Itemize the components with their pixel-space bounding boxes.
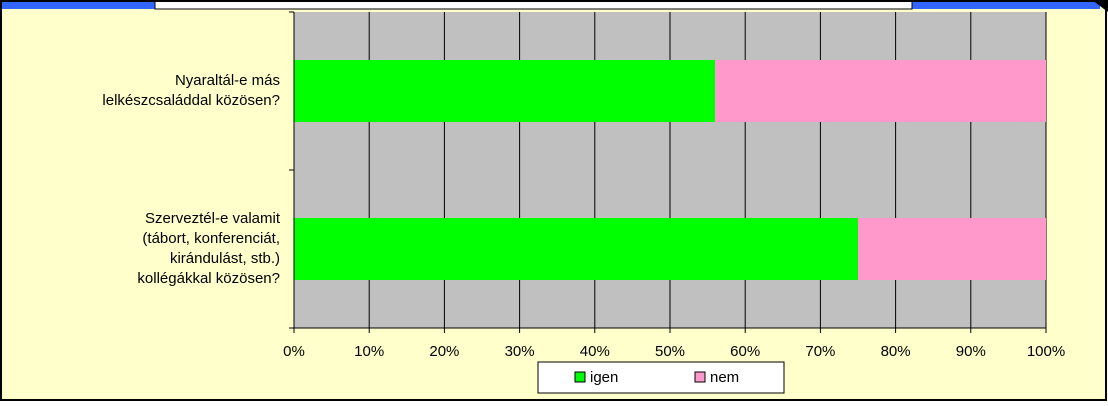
bar xyxy=(294,218,858,280)
x-tick-label: 30% xyxy=(505,343,535,360)
bar xyxy=(715,60,1046,122)
x-tick-label: 50% xyxy=(655,343,685,360)
corner xyxy=(1092,0,1108,12)
bar xyxy=(858,218,1046,280)
bar xyxy=(294,60,716,122)
legend-label: nem xyxy=(710,369,739,386)
x-tick-label: 70% xyxy=(805,343,835,360)
y-tick-label: Nyaraltál-e más lelkészcsaláddal közösen? xyxy=(102,72,280,109)
legend-swatch xyxy=(694,371,706,383)
x-tick-label: 60% xyxy=(730,343,760,360)
x-tick-label: 90% xyxy=(956,343,986,360)
x-tick-label: 100% xyxy=(1027,343,1065,360)
legend-label: igen xyxy=(590,369,618,386)
y-tick-label: Szerveztél-e valamit (tábort, konferenciá… xyxy=(137,210,280,287)
x-tick-label: 40% xyxy=(580,343,610,360)
top-box xyxy=(154,0,913,10)
x-tick-label: 20% xyxy=(429,343,459,360)
x-tick-label: 0% xyxy=(283,343,305,360)
legend-swatch xyxy=(574,371,586,383)
x-tick-label: 10% xyxy=(354,343,384,360)
x-tick-label: 80% xyxy=(881,343,911,360)
